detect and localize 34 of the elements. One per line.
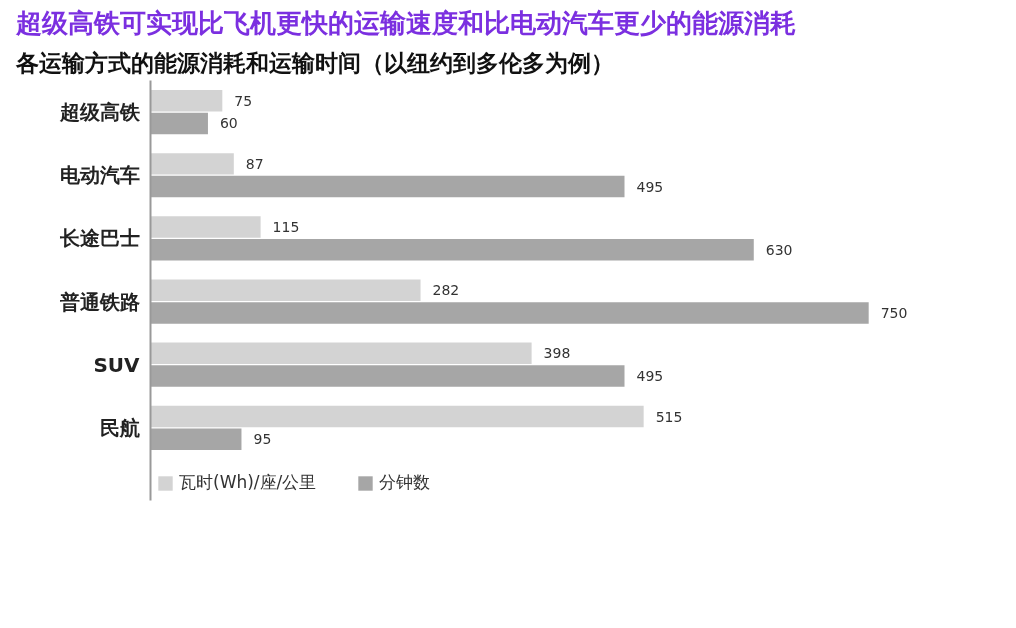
bar [150, 175, 625, 198]
data-label: 95 [253, 431, 272, 448]
y-tick-label: 普通铁路 [58, 289, 140, 314]
y-tick-label: 电动汽车 [59, 163, 140, 188]
chart-subtitle: 各运输方式的能源消耗和运输时间（以纽约到多伦多为例） [14, 49, 614, 76]
bar [150, 428, 242, 450]
data-label: 282 [432, 282, 460, 299]
bar [150, 279, 421, 301]
bar [150, 405, 644, 428]
bar [150, 216, 261, 238]
y-tick-label: 超级高铁 [58, 100, 141, 125]
data-label: 495 [636, 368, 664, 385]
chart-title: 超级高铁可实现比飞机更快的运输速度和比电动汽车更少的能源消耗 [14, 7, 796, 38]
y-tick-label: 长途巴士 [58, 226, 140, 251]
bar [150, 365, 625, 387]
data-label: 398 [543, 345, 571, 362]
legend-label: 分钟数 [379, 471, 431, 494]
data-label: 630 [765, 241, 793, 258]
bar [150, 302, 869, 324]
data-label: 750 [880, 304, 908, 321]
data-label: 60 [219, 115, 238, 132]
data-label: 75 [234, 92, 253, 109]
y-tick-label: 民航 [99, 415, 140, 440]
bar [150, 89, 223, 112]
data-label: 515 [655, 408, 683, 425]
bar [150, 112, 208, 135]
data-label: 495 [636, 178, 664, 195]
bar [150, 239, 754, 261]
data-label: 115 [272, 219, 300, 236]
bar [150, 153, 234, 175]
bar [150, 342, 532, 365]
data-label: 87 [245, 155, 264, 172]
y-tick-label: SUV [93, 352, 141, 377]
legend-label: 瓦时(Wh)/座/公里 [179, 471, 317, 494]
